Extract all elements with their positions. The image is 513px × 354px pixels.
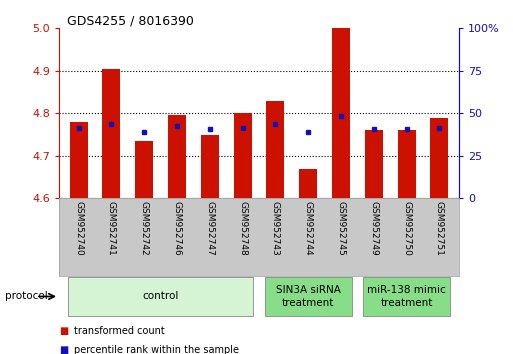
Bar: [332, 28, 350, 198]
Bar: [68, 277, 253, 316]
Text: control: control: [143, 291, 179, 302]
Text: protocol: protocol: [5, 291, 48, 302]
Bar: [398, 130, 416, 198]
Text: GSM952740: GSM952740: [74, 201, 83, 256]
Text: miR-138 mimic
treatment: miR-138 mimic treatment: [367, 285, 446, 308]
Bar: [70, 122, 88, 198]
Bar: [201, 135, 219, 198]
Text: GSM952742: GSM952742: [140, 201, 149, 256]
Bar: [233, 113, 252, 198]
Text: GSM952750: GSM952750: [402, 201, 411, 256]
Text: GSM952741: GSM952741: [107, 201, 116, 256]
Text: GSM952751: GSM952751: [435, 201, 444, 256]
Text: GSM952745: GSM952745: [337, 201, 346, 256]
Text: transformed count: transformed count: [74, 326, 165, 336]
Bar: [363, 277, 450, 316]
Bar: [135, 141, 153, 198]
Text: SIN3A siRNA
treatment: SIN3A siRNA treatment: [276, 285, 341, 308]
Text: GSM952743: GSM952743: [271, 201, 280, 256]
Text: GSM952748: GSM952748: [238, 201, 247, 256]
Text: GSM952746: GSM952746: [172, 201, 182, 256]
Bar: [265, 277, 352, 316]
Text: GDS4255 / 8016390: GDS4255 / 8016390: [67, 14, 193, 27]
Bar: [266, 101, 285, 198]
Text: ■: ■: [59, 346, 68, 354]
Text: GSM952747: GSM952747: [205, 201, 214, 256]
Text: GSM952744: GSM952744: [304, 201, 313, 256]
Text: ■: ■: [59, 326, 68, 336]
Bar: [365, 130, 383, 198]
Bar: [103, 69, 121, 198]
Text: GSM952749: GSM952749: [369, 201, 379, 256]
Bar: [430, 118, 448, 198]
Bar: [299, 169, 317, 198]
Text: percentile rank within the sample: percentile rank within the sample: [74, 346, 240, 354]
Bar: [168, 115, 186, 198]
